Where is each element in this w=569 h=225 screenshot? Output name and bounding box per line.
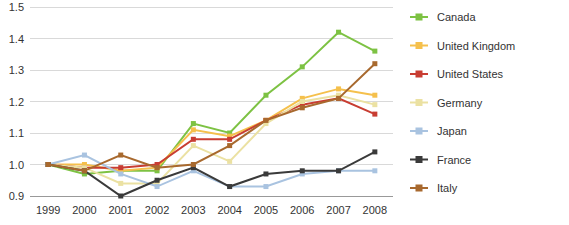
legend-label: Italy xyxy=(437,182,458,194)
point xyxy=(227,143,232,148)
point xyxy=(263,93,268,98)
point xyxy=(46,162,51,167)
y-tick-label: 0.9 xyxy=(9,190,24,202)
point xyxy=(372,102,377,107)
point xyxy=(263,118,268,123)
point xyxy=(372,168,377,173)
point xyxy=(372,49,377,54)
grid-line xyxy=(30,7,393,8)
point xyxy=(155,184,160,189)
point xyxy=(300,99,305,104)
grid-line xyxy=(30,70,393,71)
grid-line xyxy=(30,101,393,102)
legend: Canada United Kingdom United States Germany… xyxy=(410,11,515,194)
point xyxy=(227,184,232,189)
x-tick-label: 2001 xyxy=(109,204,133,216)
x-tick-label: 2008 xyxy=(363,204,387,216)
x-tick-label: 2007 xyxy=(326,204,350,216)
point xyxy=(227,159,232,164)
x-tick-label: 2000 xyxy=(72,204,96,216)
point xyxy=(118,171,123,176)
point xyxy=(300,64,305,69)
legend-marker xyxy=(416,14,423,21)
point xyxy=(300,168,305,173)
point xyxy=(372,149,377,154)
y-tick-label: 1.5 xyxy=(9,1,24,13)
legend-label: Canada xyxy=(437,11,476,23)
point xyxy=(155,178,160,183)
point xyxy=(46,162,51,167)
legend-marker xyxy=(416,71,423,78)
point xyxy=(82,168,87,173)
chart: 0.9 1.0 1.1 1.2 1.3 1.4 1.5 1999 2000 2001 2002 200… xyxy=(0,0,569,225)
point xyxy=(263,184,268,189)
point xyxy=(191,127,196,132)
x-tick-label: 2004 xyxy=(217,204,241,216)
point xyxy=(227,137,232,142)
legend-label: Japan xyxy=(437,125,467,137)
point xyxy=(82,153,87,158)
point xyxy=(118,153,123,158)
point xyxy=(372,61,377,66)
x-tick-label: 1999 xyxy=(36,204,60,216)
point xyxy=(46,162,51,167)
point xyxy=(336,96,341,101)
x-tick-label: 2002 xyxy=(145,204,169,216)
point xyxy=(300,105,305,110)
grid-line xyxy=(30,196,393,197)
point xyxy=(263,171,268,176)
legend-label: United Kingdom xyxy=(437,40,515,52)
point xyxy=(191,121,196,126)
y-tick-label: 1.1 xyxy=(9,127,24,139)
legend-marker xyxy=(416,99,423,106)
point xyxy=(336,168,341,173)
y-tick-label: 1.3 xyxy=(9,64,24,76)
point xyxy=(155,165,160,170)
series-line xyxy=(48,98,375,167)
legend-label: Germany xyxy=(437,97,483,109)
point xyxy=(336,96,341,101)
series-line xyxy=(48,64,375,171)
point xyxy=(227,184,232,189)
legend-label: France xyxy=(437,154,471,166)
point xyxy=(118,165,123,170)
legend-marker xyxy=(416,156,423,163)
point xyxy=(46,162,51,167)
point xyxy=(336,86,341,91)
y-tick-label: 1.0 xyxy=(9,159,24,171)
x-tick-label: 2003 xyxy=(181,204,205,216)
point xyxy=(336,168,341,173)
y-tick-label: 1.2 xyxy=(9,96,24,108)
point xyxy=(263,118,268,123)
point xyxy=(118,194,123,199)
point xyxy=(82,168,87,173)
point xyxy=(372,93,377,98)
series-line xyxy=(48,152,375,196)
x-tick-label: 2006 xyxy=(290,204,314,216)
legend-marker xyxy=(416,42,423,49)
plot-area xyxy=(46,30,378,199)
point xyxy=(191,137,196,142)
point xyxy=(46,162,51,167)
point xyxy=(191,162,196,167)
legend-marker xyxy=(416,185,423,192)
legend-marker xyxy=(416,128,423,135)
point xyxy=(46,162,51,167)
point xyxy=(155,165,160,170)
point xyxy=(191,143,196,148)
legend-label: United States xyxy=(437,68,504,80)
y-tick-label: 1.4 xyxy=(9,33,24,45)
point xyxy=(263,118,268,123)
point xyxy=(336,30,341,35)
point xyxy=(118,181,123,186)
point xyxy=(372,112,377,117)
x-tick-label: 2005 xyxy=(254,204,278,216)
point xyxy=(46,162,51,167)
grid-line xyxy=(30,38,393,39)
